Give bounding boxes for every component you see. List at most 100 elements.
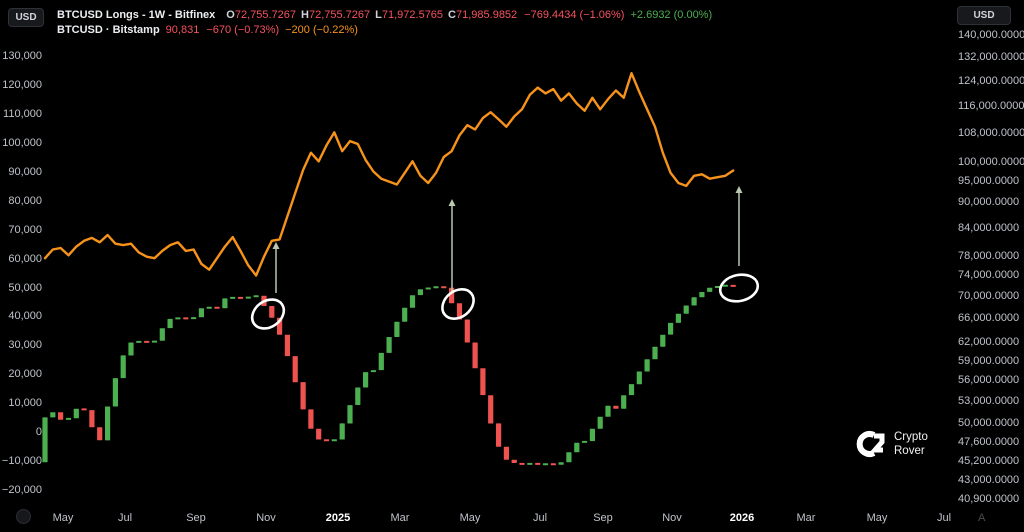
candle xyxy=(183,317,189,320)
candle xyxy=(441,286,447,289)
candle xyxy=(722,284,728,287)
change-secondary-2: −200 (−0.22%) xyxy=(285,24,358,36)
candle xyxy=(652,346,658,360)
candle xyxy=(81,408,87,411)
time-axis-label: May xyxy=(866,512,888,524)
candle xyxy=(300,382,306,410)
candle xyxy=(675,313,681,323)
candle xyxy=(151,340,158,343)
symbol-row-2: BTCUSD · Bitstamp 90,831 −670 (−0.73%) −200… xyxy=(57,23,712,37)
left-axis-label: 120,000 xyxy=(2,79,42,91)
candle xyxy=(323,439,330,442)
candle xyxy=(269,306,275,318)
candle xyxy=(253,295,259,298)
time-axis-label: Jul xyxy=(117,512,133,524)
candle xyxy=(511,459,517,463)
candle xyxy=(409,295,416,308)
time-axis-label: Sep xyxy=(186,512,206,524)
time-axis-label: May xyxy=(459,512,481,524)
change-secondary-1: +2.6932 (0.00%) xyxy=(630,9,713,21)
candle xyxy=(245,296,251,299)
candle xyxy=(128,342,134,356)
right-axis-label: 62,000.0000 xyxy=(958,336,1020,348)
candle xyxy=(120,355,126,379)
candle xyxy=(425,287,431,290)
right-axis-label: 78,000.0000 xyxy=(958,250,1020,262)
open-label: O xyxy=(226,9,235,21)
candle xyxy=(480,368,486,396)
high-label: H xyxy=(301,9,309,21)
time-axis-label: Mar xyxy=(796,512,816,524)
candle xyxy=(503,446,509,460)
up-arrow-head-icon xyxy=(448,199,456,206)
time-axis-label: May xyxy=(52,512,74,524)
auto-scale-toggle[interactable]: A xyxy=(978,512,986,524)
change-value-1: −769.4434 (−1.06%) xyxy=(524,9,625,21)
candle xyxy=(519,462,525,465)
time-axis-label: 2025 xyxy=(325,512,351,524)
left-axis-label: 130,000 xyxy=(2,50,42,62)
candle xyxy=(683,305,689,314)
symbol-title-2[interactable]: BTCUSD · Bitstamp xyxy=(57,24,160,36)
candle xyxy=(222,298,228,309)
candle xyxy=(136,340,142,343)
candle xyxy=(159,328,165,341)
up-arrow-head-icon xyxy=(735,186,743,193)
right-axis-label: 70,000.0000 xyxy=(958,290,1020,302)
right-axis-label: 132,000.0000 xyxy=(958,51,1024,63)
candle xyxy=(394,321,400,337)
left-axis-label: 60,000 xyxy=(8,253,42,265)
left-axis-label: 110,000 xyxy=(3,108,42,120)
candle xyxy=(542,463,549,466)
candle xyxy=(230,296,236,299)
candle xyxy=(175,317,181,320)
candle xyxy=(417,289,423,296)
right-axis-label: 84,000.0000 xyxy=(958,222,1020,234)
candle xyxy=(597,416,603,429)
candle xyxy=(206,306,212,309)
right-axis-label: 43,000.0000 xyxy=(958,474,1020,486)
candle xyxy=(89,410,95,428)
high-value: 72,755.7267 xyxy=(308,9,371,21)
candle xyxy=(292,356,298,383)
right-axis-label: 40,900.0000 xyxy=(958,493,1020,505)
candle xyxy=(550,463,556,466)
candle xyxy=(621,395,627,409)
candle xyxy=(668,322,674,335)
left-axis-label: 0 xyxy=(35,426,42,438)
candle xyxy=(73,408,79,419)
right-axis-label: 116,000.0000 xyxy=(958,100,1024,112)
candle xyxy=(613,405,619,409)
candle xyxy=(582,440,588,443)
right-axis-label: 66,000.0000 xyxy=(958,312,1020,324)
candle xyxy=(339,423,345,440)
candle xyxy=(284,334,290,357)
currency-toggle-right[interactable]: USD xyxy=(957,6,1011,25)
candle xyxy=(691,297,697,306)
candle xyxy=(58,412,64,420)
currency-toggle-left[interactable]: USD xyxy=(8,8,44,27)
time-axis-label: Mar xyxy=(390,512,410,524)
candle xyxy=(370,370,376,373)
low-label: L xyxy=(375,9,382,21)
right-axis-label: 140,000.0000 xyxy=(958,29,1024,41)
corner-badge-icon[interactable] xyxy=(16,509,31,524)
candle xyxy=(42,417,48,463)
candle xyxy=(628,384,635,396)
candle xyxy=(699,292,705,298)
legend: BTCUSD Longs - 1W - Bitfinex O 72,755.7267… xyxy=(57,8,712,38)
time-axis-label: Nov xyxy=(662,512,682,524)
candle xyxy=(316,428,322,440)
circle-annotation xyxy=(441,288,475,320)
symbol-title-1[interactable]: BTCUSD Longs - 1W - Bitfinex xyxy=(57,9,216,21)
left-axis-label: 30,000 xyxy=(8,339,42,351)
candle xyxy=(144,340,150,343)
candle xyxy=(707,287,713,292)
right-axis-label: 56,000.0000 xyxy=(958,374,1020,386)
candle xyxy=(660,334,666,347)
candle xyxy=(472,342,478,369)
close-label: C xyxy=(448,9,456,21)
watermark-text: Crypto Rover xyxy=(894,430,928,458)
candle xyxy=(112,378,118,407)
